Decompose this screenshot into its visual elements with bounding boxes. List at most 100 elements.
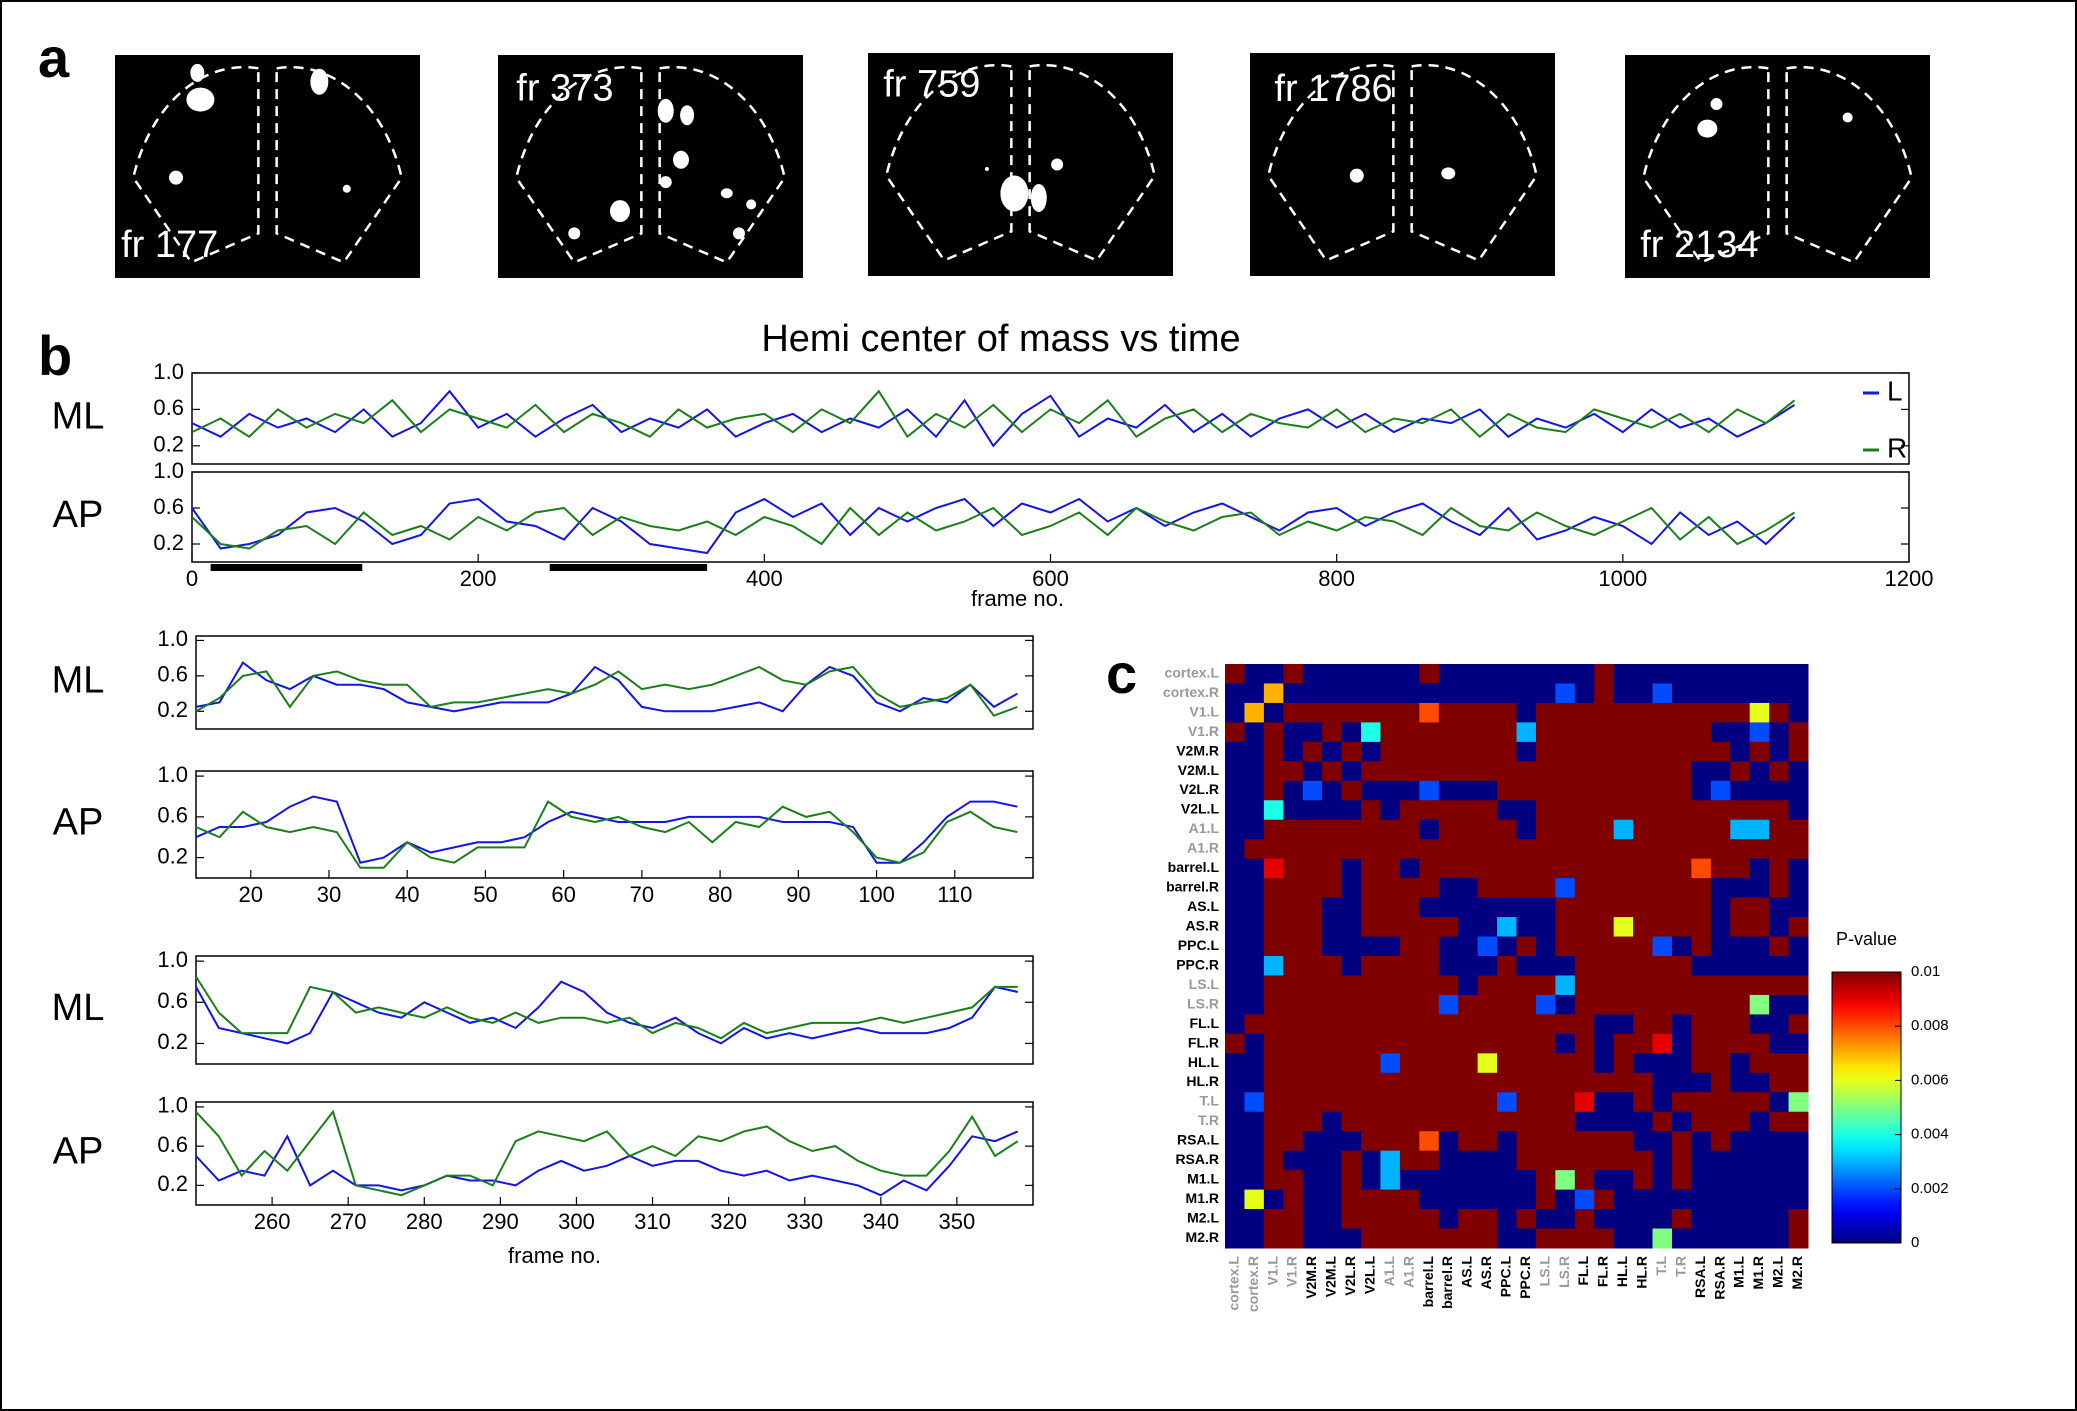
heatmap-cell [1497, 1228, 1517, 1249]
heatmap-cell [1399, 722, 1420, 743]
heatmap-cell [1535, 1111, 1556, 1132]
heatmap-cell [1633, 819, 1654, 840]
heatmap-cell [1613, 994, 1634, 1015]
heatmap-cell [1555, 858, 1576, 879]
x-tick-label: 60 [551, 882, 575, 907]
heatmap-cell [1691, 897, 1712, 918]
heatmap-cell [1225, 722, 1245, 743]
x-tick-label: 0 [186, 566, 198, 591]
heatmap-cell [1361, 664, 1381, 684]
frame-label: fr 759 [883, 63, 980, 105]
heatmap-cell [1671, 1053, 1692, 1074]
heatmap-cell [1361, 1189, 1381, 1210]
heatmap-cell [1613, 956, 1634, 976]
heatmap-cell [1225, 1170, 1245, 1191]
heatmap-cell [1671, 1092, 1692, 1113]
heatmap-cell [1458, 1111, 1479, 1132]
chart-title: Hemi center of mass vs time [761, 318, 1240, 360]
brain-frame: fr 2134 [1625, 55, 1930, 278]
heatmap-cell [1244, 994, 1265, 1015]
column-label: HL.L [1614, 1256, 1630, 1288]
heatmap-cell [1691, 936, 1712, 957]
heatmap-cell [1263, 702, 1284, 723]
x-tick-label: 300 [558, 1209, 595, 1234]
heatmap-cell [1263, 761, 1284, 782]
y-tick-label: 0.6 [157, 988, 188, 1013]
heatmap-cell [1438, 1228, 1459, 1249]
heatmap-cell [1574, 975, 1595, 996]
heatmap-cell [1399, 858, 1420, 879]
heatmap-cell [1361, 683, 1381, 704]
heatmap-cell [1555, 1150, 1576, 1171]
heatmap-cell [1361, 1014, 1381, 1035]
heatmap-cell [1555, 975, 1576, 996]
heatmap-cell [1438, 858, 1459, 879]
heatmap-cell [1594, 1170, 1615, 1191]
heatmap-cell [1244, 1014, 1265, 1035]
heatmap-cell [1516, 994, 1537, 1015]
heatmap-cell [1283, 1209, 1304, 1230]
row-label: barrel.R [1166, 879, 1219, 895]
activity-blob [190, 63, 205, 82]
heatmap-cell [1497, 800, 1517, 821]
heatmap-cell [1769, 1189, 1790, 1210]
heatmap-cell [1594, 683, 1615, 704]
heatmap-cell [1788, 878, 1809, 899]
heatmap-cell [1613, 858, 1634, 879]
heatmap-cell [1263, 1014, 1284, 1035]
heatmap-cell [1574, 994, 1595, 1015]
heatmap-cell [1652, 1072, 1673, 1093]
heatmap-cell [1633, 1092, 1654, 1113]
heatmap-cell [1574, 1092, 1595, 1113]
heatmap-cell [1302, 1131, 1323, 1152]
heatmap-cell [1302, 741, 1323, 762]
row-label: cortex.R [1163, 684, 1219, 700]
heatmap-cell [1438, 1072, 1459, 1093]
heatmap-cell [1302, 702, 1323, 723]
heatmap-cell [1535, 975, 1556, 996]
heatmap-cell [1458, 800, 1479, 821]
column-label: V2M.R [1303, 1256, 1319, 1299]
heatmap-cell [1458, 761, 1479, 782]
heatmap-cell [1555, 936, 1576, 957]
heatmap-cell [1322, 1092, 1343, 1113]
heatmap-cell [1419, 956, 1440, 976]
heatmap-cell [1516, 1150, 1537, 1171]
heatmap-cell [1613, 1150, 1634, 1171]
heatmap-cell [1730, 1072, 1751, 1093]
heatmap-cell [1458, 956, 1479, 976]
heatmap-cell [1438, 1014, 1459, 1035]
column-label: V2M.L [1323, 1256, 1339, 1298]
heatmap-cell [1458, 664, 1479, 684]
heatmap-cell [1263, 1150, 1284, 1171]
heatmap-cell [1788, 741, 1809, 762]
heatmap-cell [1574, 1014, 1595, 1035]
x-tick-label: 400 [746, 566, 783, 591]
heatmap-cell [1497, 936, 1517, 957]
heatmap-cell [1458, 1053, 1479, 1074]
x-tick-label: 330 [786, 1209, 823, 1234]
heatmap-cell [1419, 917, 1440, 938]
heatmap-cell [1516, 1072, 1537, 1093]
activity-blob [1710, 98, 1723, 111]
heatmap-cell [1283, 858, 1304, 879]
heatmap-cell [1788, 1170, 1809, 1191]
colorbar-tick-label: 0.008 [1911, 1017, 1949, 1034]
heatmap-cell [1788, 761, 1809, 782]
heatmap-cell [1555, 664, 1576, 684]
heatmap-cell [1341, 1150, 1362, 1171]
heatmap-cell [1458, 1209, 1479, 1230]
heatmap-cell [1710, 664, 1731, 684]
heatmap-cell [1710, 1053, 1731, 1074]
heatmap-cell [1341, 956, 1362, 976]
heatmap-cell [1613, 897, 1634, 918]
panel-label: a [38, 26, 70, 89]
heatmap-cell [1419, 1170, 1440, 1191]
heatmap-cell [1788, 936, 1809, 957]
heatmap-cell [1302, 897, 1323, 918]
heatmap-cell [1477, 702, 1498, 723]
heatmap-cell [1244, 702, 1265, 723]
heatmap-cell [1399, 1228, 1420, 1249]
heatmap-cell [1555, 956, 1576, 976]
heatmap-cell [1652, 1170, 1673, 1191]
